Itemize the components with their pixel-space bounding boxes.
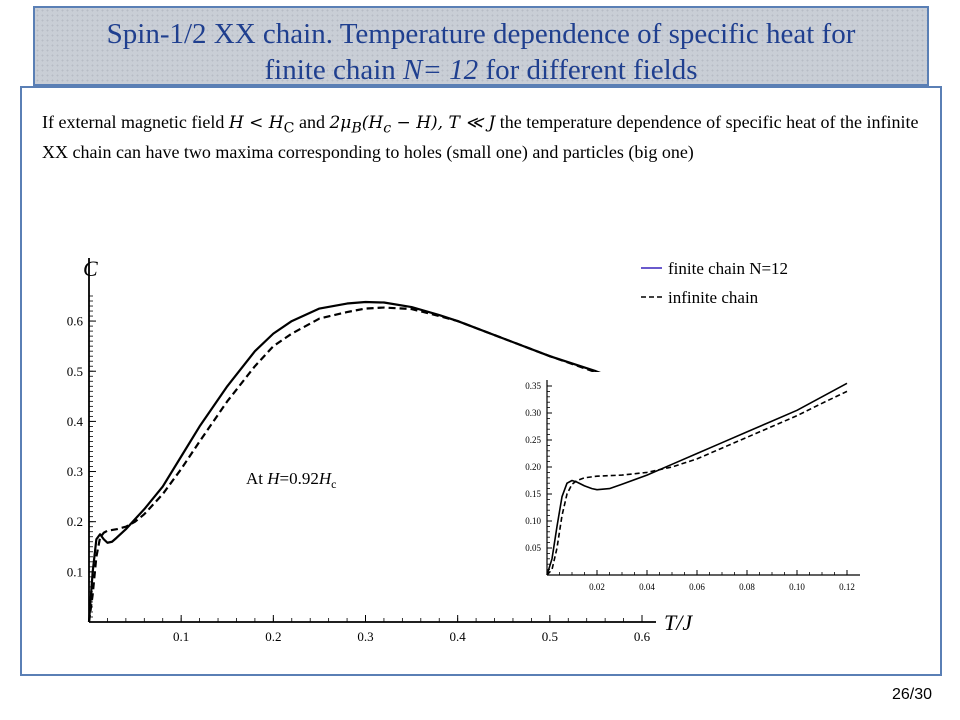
y-tick-label: 0.6: [67, 314, 84, 329]
x-tick-label: 0.3: [357, 629, 373, 644]
x-tick-label: 0.02: [589, 582, 605, 592]
series-line-dashed: [87, 306, 643, 623]
y-tick-label: 0.15: [525, 489, 541, 499]
x-tick-label: 0.2: [265, 629, 281, 644]
y-tick-label: 0.5: [67, 364, 83, 379]
y-tick-label: 0.20: [525, 462, 541, 472]
y-tick-label: 0.1: [67, 564, 83, 579]
x-tick-label: 0.04: [639, 582, 655, 592]
inset-background: [504, 372, 866, 588]
annotation-prefix: At: [246, 469, 267, 488]
desc-part-1: If external magnetic field: [42, 112, 229, 132]
y-tick-label: 0.10: [525, 516, 541, 526]
y-tick-label: 0.05: [525, 543, 541, 553]
x-axis-label: T/J: [664, 610, 693, 635]
series-line-solid: [546, 382, 848, 576]
desc-part-2: and: [294, 112, 330, 132]
annotation-value: =0.92: [280, 469, 319, 488]
title-line-2-prefix: finite chain: [264, 54, 404, 86]
annotation-var: H: [266, 469, 281, 488]
description-text: If external magnetic field H < HC and 2μ…: [42, 110, 927, 164]
desc-math-4-main: − H), T ≪ J: [391, 113, 496, 133]
desc-math-3-main: (H: [361, 113, 384, 133]
y-axis-label: C: [83, 256, 98, 281]
page-number: 26/30: [891, 686, 932, 703]
x-tick-label: 0.06: [689, 582, 705, 592]
y-tick-label: 0.3: [67, 464, 83, 479]
field-annotation: At H=0.92Hc: [246, 469, 336, 491]
y-tick-label: 0.25: [525, 435, 541, 445]
desc-math-1: H < HC: [228, 113, 295, 137]
x-tick-label: 0.4: [450, 629, 467, 644]
inset-plot: 0.02 0.04 0.06 0.08 0.10 0.12 0.05 0.10 0.15 0.20…: [504, 372, 866, 592]
title-line-2: finite chain N= 12 for different fields: [35, 52, 927, 88]
series-line-dashed: [546, 390, 848, 576]
y-tick-label: 0.35: [525, 381, 541, 391]
desc-math-1-main: H < H: [228, 113, 284, 133]
desc-math-2-main: 2μ: [329, 113, 352, 133]
x-tick-label: 0.6: [634, 629, 651, 644]
x-tick-label: 0.10: [789, 582, 805, 592]
y-tick-label: 0.4: [67, 414, 84, 429]
x-tick-label: 0.12: [839, 582, 855, 592]
title-line-1: Spin-1/2 XX chain. Temperature dependenc…: [106, 18, 856, 50]
y-tick-label: 0.30: [525, 408, 541, 418]
x-tick-label: 0.08: [739, 582, 755, 592]
y-tick-label: 0.2: [67, 514, 83, 529]
x-tick-label: 0.1: [173, 629, 189, 644]
main-plot: 0.1 0.2 0.3 0.4 0.5 0.6 0.1 0.2 0.3 0.4 0.5 0.6 C T/J: [67, 256, 694, 644]
legend-label-finite: finite chain N=12: [668, 259, 788, 278]
title-line-2-math: N= 12: [403, 54, 479, 86]
x-tick-label: 0.5: [542, 629, 558, 644]
legend-label-infinite: infinite chain: [668, 288, 759, 307]
slide-title: Spin-1/2 XX chain. Temperature dependenc…: [35, 16, 927, 88]
title-box: Spin-1/2 XX chain. Temperature dependenc…: [33, 6, 929, 86]
desc-math-3-sub: c: [383, 120, 392, 137]
annotation-sub: c: [331, 477, 336, 491]
legend: finite chain N=12 infinite chain: [641, 259, 788, 307]
desc-math-2: 2μB(Hc − H), T ≪ J: [329, 113, 496, 137]
desc-math-2-sub: B: [351, 120, 362, 137]
desc-math-1-sub: C: [283, 120, 295, 137]
desc-part-3: the temperature dependence of specific h…: [42, 112, 919, 163]
annotation-var-2: H: [318, 469, 333, 488]
title-line-2-suffix: for different fields: [478, 54, 698, 86]
